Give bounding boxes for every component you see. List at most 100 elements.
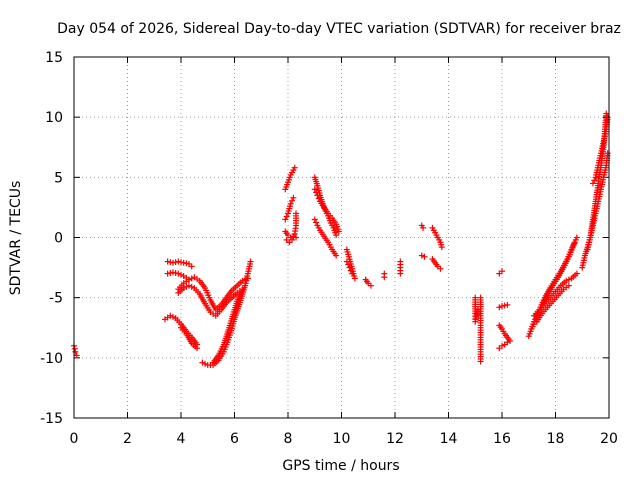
data-point (571, 240, 578, 247)
x-tick-label: 20 (600, 431, 618, 447)
x-tick-label: 10 (333, 431, 351, 447)
y-tick-label: 5 (54, 170, 63, 186)
y-tick-label: -15 (40, 411, 63, 427)
data-point (175, 270, 182, 277)
data-point (290, 233, 297, 240)
x-tick-label: 12 (386, 431, 404, 447)
data-point (565, 282, 572, 289)
data-point (172, 269, 179, 276)
x-axis-label: GPS time / hours (282, 458, 399, 474)
y-tick-label: 0 (54, 231, 63, 247)
x-tick-label: 4 (177, 431, 186, 447)
data-point (71, 345, 78, 352)
x-tick-label: 0 (70, 431, 79, 447)
data-point (73, 352, 80, 359)
data-point (333, 232, 340, 239)
data-point (186, 276, 193, 283)
data-point (504, 339, 511, 346)
data-point (499, 342, 505, 349)
data-point (188, 263, 195, 270)
data-point (437, 265, 444, 272)
data-point (604, 114, 611, 121)
data-point (164, 258, 171, 265)
data-point (188, 283, 195, 290)
data-point (563, 277, 570, 284)
data-point (183, 283, 190, 290)
data-point (438, 244, 445, 251)
data-point (178, 271, 184, 278)
data-point (397, 270, 404, 277)
data-point (291, 164, 298, 171)
data-point (573, 270, 580, 277)
data-point (180, 259, 187, 266)
data-point (591, 177, 598, 184)
data-point (287, 200, 294, 207)
data-point (175, 258, 182, 265)
data-point (247, 258, 254, 265)
data-point (290, 194, 297, 201)
data-point (169, 313, 176, 320)
data-point (289, 236, 296, 243)
data-point (346, 264, 353, 271)
data-point (420, 224, 427, 231)
data-point (351, 275, 358, 282)
data-point (72, 348, 79, 355)
x-tick-label: 2 (123, 431, 132, 447)
data-point (349, 270, 356, 277)
data-point (293, 210, 300, 217)
data-point (169, 269, 176, 276)
data-point (236, 289, 243, 296)
data-point (186, 282, 193, 289)
y-tick-label: -10 (40, 351, 63, 367)
data-point (311, 216, 318, 223)
data-point (347, 267, 354, 274)
data-point (180, 285, 187, 292)
data-point (289, 197, 296, 204)
data-point (499, 303, 505, 310)
x-tick-label: 8 (284, 431, 293, 447)
x-tick-label: 18 (547, 431, 565, 447)
plot-frame (73, 56, 610, 419)
data-point (183, 260, 190, 267)
data-point (172, 259, 179, 266)
data-point (199, 359, 206, 366)
data-point (335, 228, 342, 235)
data-point (202, 360, 209, 367)
data-point (315, 195, 322, 202)
data-point (589, 180, 596, 187)
data-point (381, 274, 388, 281)
data-point (343, 258, 350, 265)
data-point (167, 269, 174, 276)
data-point (477, 358, 484, 365)
y-tick-label: -5 (49, 291, 63, 307)
data-point (313, 219, 320, 226)
data-point (313, 189, 320, 196)
data-point (345, 261, 352, 268)
data-point (311, 186, 318, 193)
x-tick-label: 14 (440, 431, 458, 447)
axis-ticks: 0 2 4 6 8 10 12 14 16 18 20 -15 -10 -5 0 5 10 15 (40, 50, 618, 447)
data-point (421, 253, 428, 260)
data-point (194, 345, 201, 352)
x-tick-label: 6 (230, 431, 239, 447)
data-point (501, 302, 508, 309)
data-point (573, 234, 580, 241)
data-point (167, 312, 174, 319)
y-tick-label: 15 (45, 50, 63, 66)
data-point (603, 110, 610, 117)
y-axis-label: SDTVAR / TECUs (8, 181, 24, 296)
data-point (282, 216, 289, 223)
data-point (178, 259, 184, 266)
data-point (333, 252, 340, 259)
data-point (169, 259, 176, 266)
data-point (283, 213, 290, 220)
data-point (293, 234, 300, 241)
data-point (496, 304, 503, 311)
data-point (188, 275, 195, 282)
x-tick-label: 16 (493, 431, 511, 447)
data-point (499, 268, 505, 275)
data-point (164, 270, 171, 277)
chart-title: Day 054 of 2026, Sidereal Day-to-day VTE… (57, 21, 621, 37)
data-point (167, 259, 174, 266)
